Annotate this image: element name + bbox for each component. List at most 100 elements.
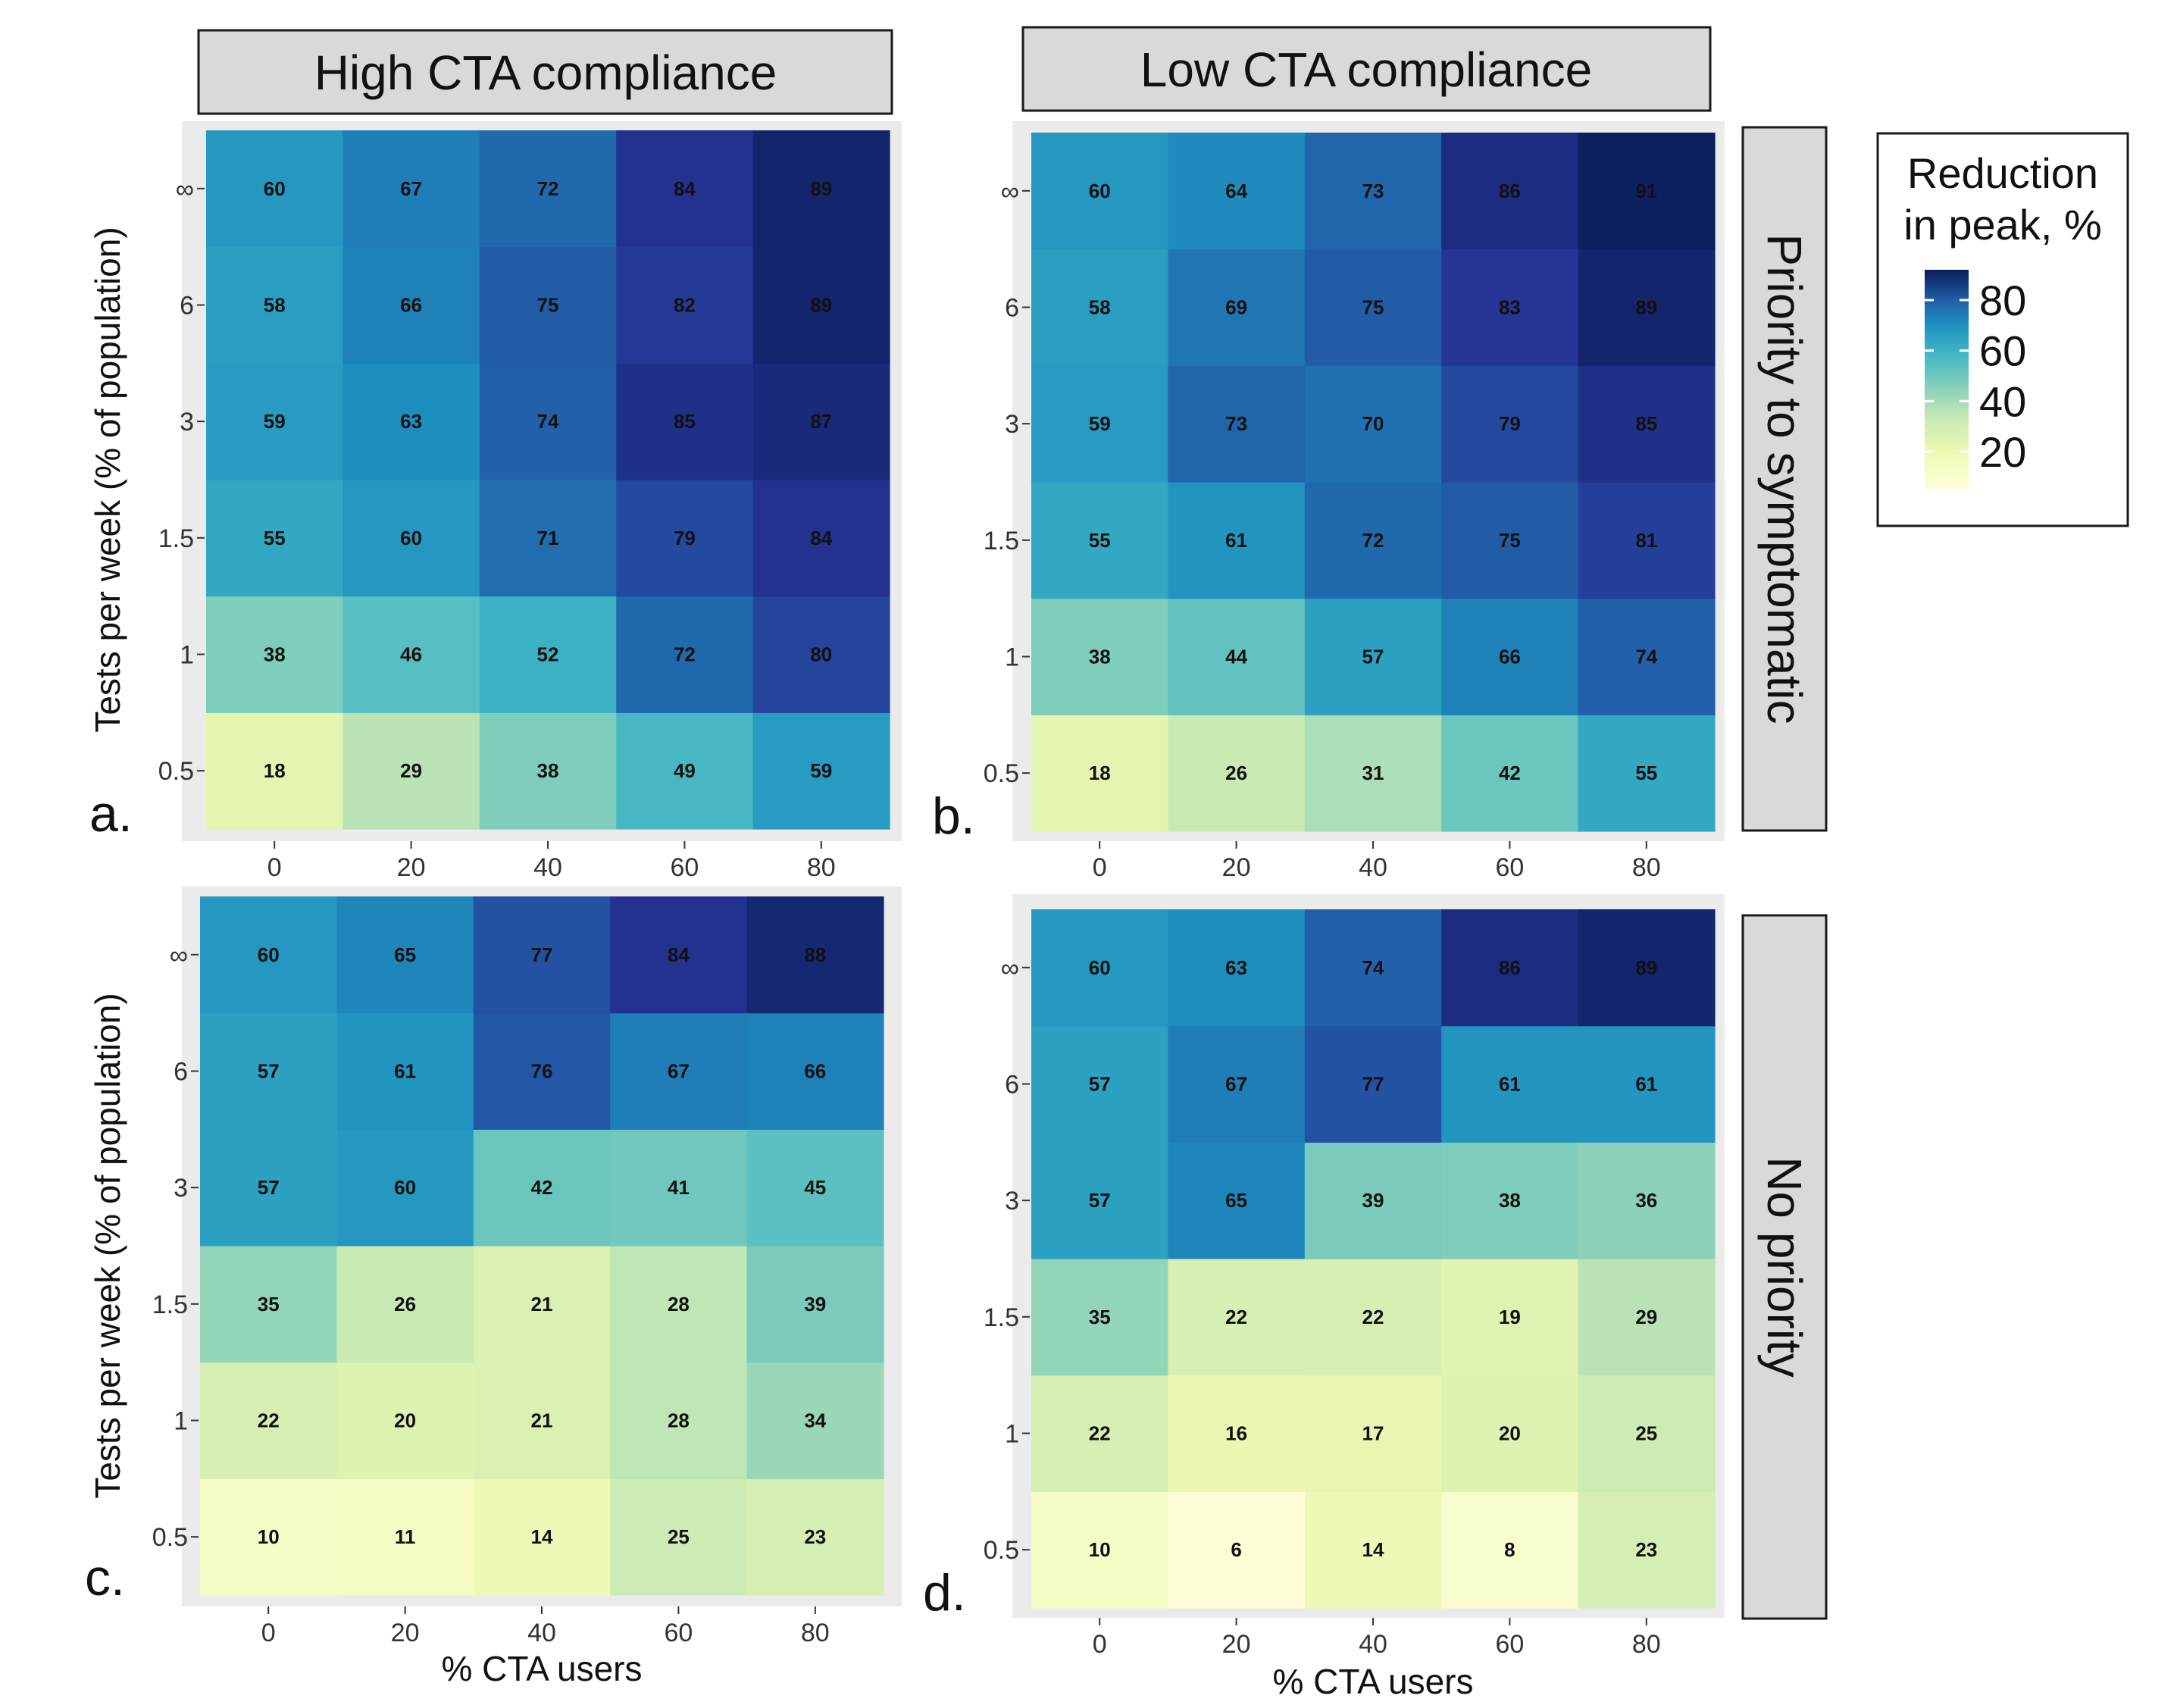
heatmap-cell bbox=[1168, 598, 1306, 715]
cell-value-label: 41 bbox=[668, 1176, 690, 1199]
heatmap-cell bbox=[206, 596, 343, 713]
cell-value-label: 75 bbox=[537, 294, 559, 317]
x-tick-label: 0 bbox=[267, 853, 282, 882]
x-tick-label: 60 bbox=[664, 1619, 693, 1647]
heatmap-cell bbox=[200, 1012, 337, 1130]
legend-colorbar bbox=[1925, 270, 1969, 490]
cell-value-label: 61 bbox=[394, 1060, 416, 1083]
y-tick-label: 6 bbox=[180, 292, 194, 321]
heatmap-cell bbox=[1304, 598, 1442, 715]
heatmap-cell bbox=[1578, 909, 1716, 1027]
cell-value-label: 34 bbox=[804, 1409, 826, 1432]
x-tick-label: 0 bbox=[1093, 1630, 1107, 1659]
cell-value-label: 25 bbox=[1635, 1422, 1657, 1445]
heatmap-cell bbox=[1578, 365, 1716, 483]
cell-value-label: 67 bbox=[1225, 1073, 1247, 1096]
legend-title-line1: Reduction bbox=[1907, 149, 2098, 197]
column-header-right-text: Low CTA compliance bbox=[1140, 42, 1592, 97]
heatmap-cell bbox=[1304, 1259, 1442, 1376]
heatmap-cell bbox=[1304, 133, 1442, 250]
heatmap-cell bbox=[1168, 1259, 1306, 1376]
y-tick-label: 3 bbox=[1005, 1187, 1019, 1215]
heatmap-cell bbox=[1031, 1025, 1168, 1143]
heatmap-cell bbox=[616, 480, 754, 597]
cell-value-label: 61 bbox=[1499, 1073, 1521, 1096]
cell-value-label: 23 bbox=[1635, 1538, 1657, 1561]
cell-value-label: 35 bbox=[1089, 1306, 1111, 1328]
cell-value-label: 89 bbox=[1635, 296, 1657, 319]
x-tick-label: 0 bbox=[1093, 853, 1107, 882]
y-tick-label: 6 bbox=[1005, 294, 1019, 323]
heatmap-cell bbox=[1441, 365, 1579, 483]
cell-value-label: 60 bbox=[1089, 180, 1111, 202]
cell-value-label: 89 bbox=[810, 294, 832, 317]
y-tick-label: 0.5 bbox=[152, 1523, 188, 1552]
heatmap-cell bbox=[1304, 1142, 1442, 1259]
heatmap-cell bbox=[1304, 1491, 1442, 1609]
cell-value-label: 42 bbox=[1499, 762, 1521, 784]
heatmap-cell bbox=[336, 896, 474, 1014]
cell-value-label: 80 bbox=[810, 643, 832, 666]
heatmap-cell bbox=[336, 1129, 474, 1247]
x-tick-label: 20 bbox=[1222, 1630, 1251, 1659]
cell-value-label: 91 bbox=[1635, 180, 1657, 202]
cell-value-label: 73 bbox=[1225, 412, 1247, 435]
legend-box bbox=[1876, 132, 2129, 527]
panel-label: d. bbox=[923, 1564, 966, 1622]
cell-value-label: 70 bbox=[1362, 412, 1384, 435]
row-strip-bottom-text: No priority bbox=[1757, 1156, 1812, 1378]
column-header-left-text: High CTA compliance bbox=[314, 45, 777, 100]
row-strip-top: Priority to symptomatic bbox=[1741, 126, 1828, 832]
heatmap-cell bbox=[1168, 249, 1306, 366]
panel-label: a. bbox=[89, 785, 133, 843]
heatmap-cell bbox=[1578, 1142, 1716, 1259]
cell-value-label: 84 bbox=[810, 527, 832, 549]
cell-value-label: 89 bbox=[810, 177, 832, 200]
heatmap-cell bbox=[200, 1246, 337, 1363]
cell-value-label: 26 bbox=[394, 1293, 416, 1315]
cell-value-label: 55 bbox=[1635, 762, 1657, 784]
x-tick-label: 40 bbox=[527, 1619, 556, 1647]
cell-value-label: 81 bbox=[1635, 529, 1657, 552]
cell-value-label: 84 bbox=[668, 943, 690, 966]
legend-tick-label: 20 bbox=[1979, 428, 2026, 476]
heatmap-cell bbox=[1031, 909, 1168, 1027]
heatmap-cell bbox=[1441, 598, 1579, 715]
heatmap-cell bbox=[1578, 1375, 1716, 1492]
cell-value-label: 31 bbox=[1362, 762, 1384, 784]
x-tick-label: 0 bbox=[261, 1619, 276, 1647]
heatmap-cell bbox=[1168, 1375, 1306, 1492]
x-tick-label: 40 bbox=[533, 853, 562, 882]
cell-value-label: 74 bbox=[1635, 646, 1657, 668]
cell-value-label: 29 bbox=[1635, 1306, 1657, 1328]
cell-value-label: 59 bbox=[810, 759, 832, 782]
heatmap-cell bbox=[1031, 249, 1168, 366]
y-axis-label: Tests per week (% of population) bbox=[88, 993, 127, 1498]
y-tick-label: 1.5 bbox=[984, 527, 1019, 555]
cell-value-label: 88 bbox=[804, 943, 826, 966]
cell-value-label: 44 bbox=[1225, 646, 1247, 668]
y-tick-label: ∞ bbox=[170, 941, 188, 970]
cell-value-label: 59 bbox=[264, 410, 286, 433]
heatmap-cell bbox=[1304, 1375, 1442, 1492]
cell-value-label: 71 bbox=[537, 527, 559, 549]
x-tick-label: 40 bbox=[1359, 853, 1387, 882]
heatmap-cell bbox=[206, 246, 343, 364]
cell-value-label: 72 bbox=[1362, 529, 1384, 552]
cell-value-label: 35 bbox=[258, 1293, 280, 1315]
cell-value-label: 38 bbox=[537, 759, 559, 782]
cell-value-label: 6 bbox=[1231, 1538, 1241, 1561]
cell-value-label: 83 bbox=[1499, 296, 1521, 319]
cell-value-label: 66 bbox=[804, 1060, 826, 1083]
heatmap-cell bbox=[1168, 365, 1306, 483]
y-tick-label: 1 bbox=[1005, 1420, 1019, 1449]
y-tick-label: 1 bbox=[174, 1407, 188, 1436]
cell-value-label: 60 bbox=[264, 177, 286, 200]
x-tick-label: 40 bbox=[1359, 1630, 1387, 1659]
cell-value-label: 87 bbox=[810, 410, 832, 433]
x-tick-label: 80 bbox=[1632, 853, 1661, 882]
